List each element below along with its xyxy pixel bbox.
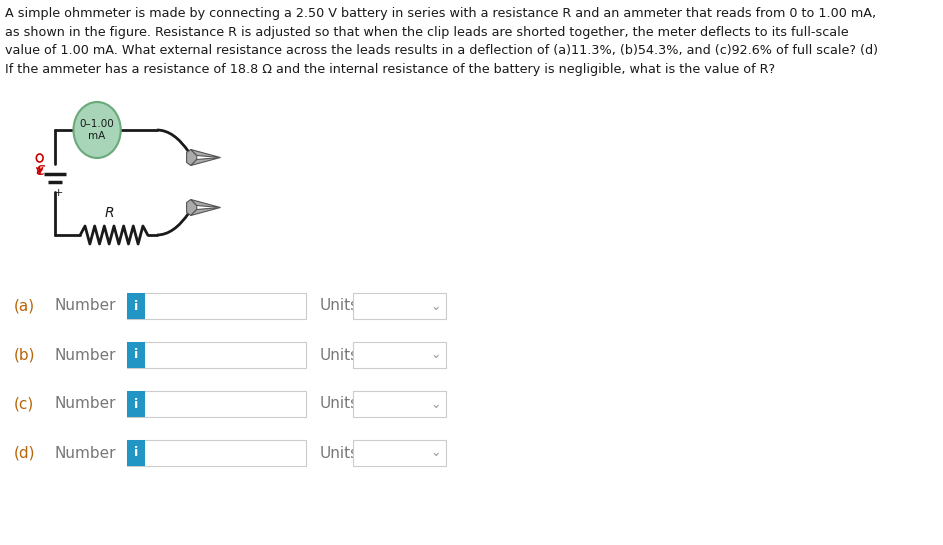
Polygon shape (190, 208, 221, 215)
Text: ⌄: ⌄ (430, 300, 441, 312)
Text: i: i (134, 300, 138, 312)
FancyBboxPatch shape (126, 293, 306, 319)
FancyBboxPatch shape (126, 293, 145, 319)
Polygon shape (187, 149, 197, 166)
Circle shape (74, 102, 121, 158)
Text: A simple ohmmeter is made by connecting a 2.50 V battery in series with a resist: A simple ohmmeter is made by connecting … (5, 7, 878, 76)
FancyBboxPatch shape (126, 391, 306, 417)
FancyBboxPatch shape (126, 293, 145, 319)
Text: ⌄: ⌄ (430, 446, 441, 459)
Text: (d): (d) (13, 445, 35, 461)
Polygon shape (190, 199, 221, 208)
Text: i: i (134, 397, 138, 410)
Text: Number: Number (55, 445, 116, 461)
FancyBboxPatch shape (126, 440, 306, 466)
Text: i: i (134, 348, 138, 361)
FancyBboxPatch shape (353, 440, 446, 466)
Polygon shape (190, 158, 221, 166)
Text: (a): (a) (13, 299, 35, 313)
Text: i: i (134, 348, 138, 361)
Text: i: i (134, 446, 138, 459)
Text: Units: Units (319, 445, 358, 461)
Polygon shape (187, 199, 197, 215)
FancyBboxPatch shape (353, 293, 446, 319)
FancyBboxPatch shape (126, 440, 145, 466)
Text: i: i (134, 300, 138, 312)
Text: i: i (134, 446, 138, 459)
Text: (c): (c) (13, 397, 34, 411)
FancyBboxPatch shape (353, 342, 446, 368)
Text: ⌄: ⌄ (430, 397, 441, 410)
FancyBboxPatch shape (126, 342, 145, 368)
Text: ⌄: ⌄ (430, 348, 441, 361)
Text: Units: Units (319, 397, 358, 411)
Text: Units: Units (319, 348, 358, 362)
Text: 0–1.00
mA: 0–1.00 mA (80, 119, 114, 141)
Text: Number: Number (55, 397, 116, 411)
Text: Number: Number (55, 348, 116, 362)
FancyBboxPatch shape (353, 391, 446, 417)
FancyBboxPatch shape (126, 342, 306, 368)
Text: (b): (b) (13, 348, 35, 362)
FancyBboxPatch shape (126, 391, 145, 417)
Text: i: i (134, 397, 138, 410)
Polygon shape (190, 149, 221, 158)
FancyBboxPatch shape (126, 440, 145, 466)
Text: +: + (54, 188, 63, 198)
FancyBboxPatch shape (126, 391, 145, 417)
Text: Units: Units (319, 299, 358, 313)
Text: ε: ε (35, 161, 44, 179)
Text: R: R (105, 206, 114, 220)
Text: Number: Number (55, 299, 116, 313)
FancyBboxPatch shape (126, 342, 145, 368)
